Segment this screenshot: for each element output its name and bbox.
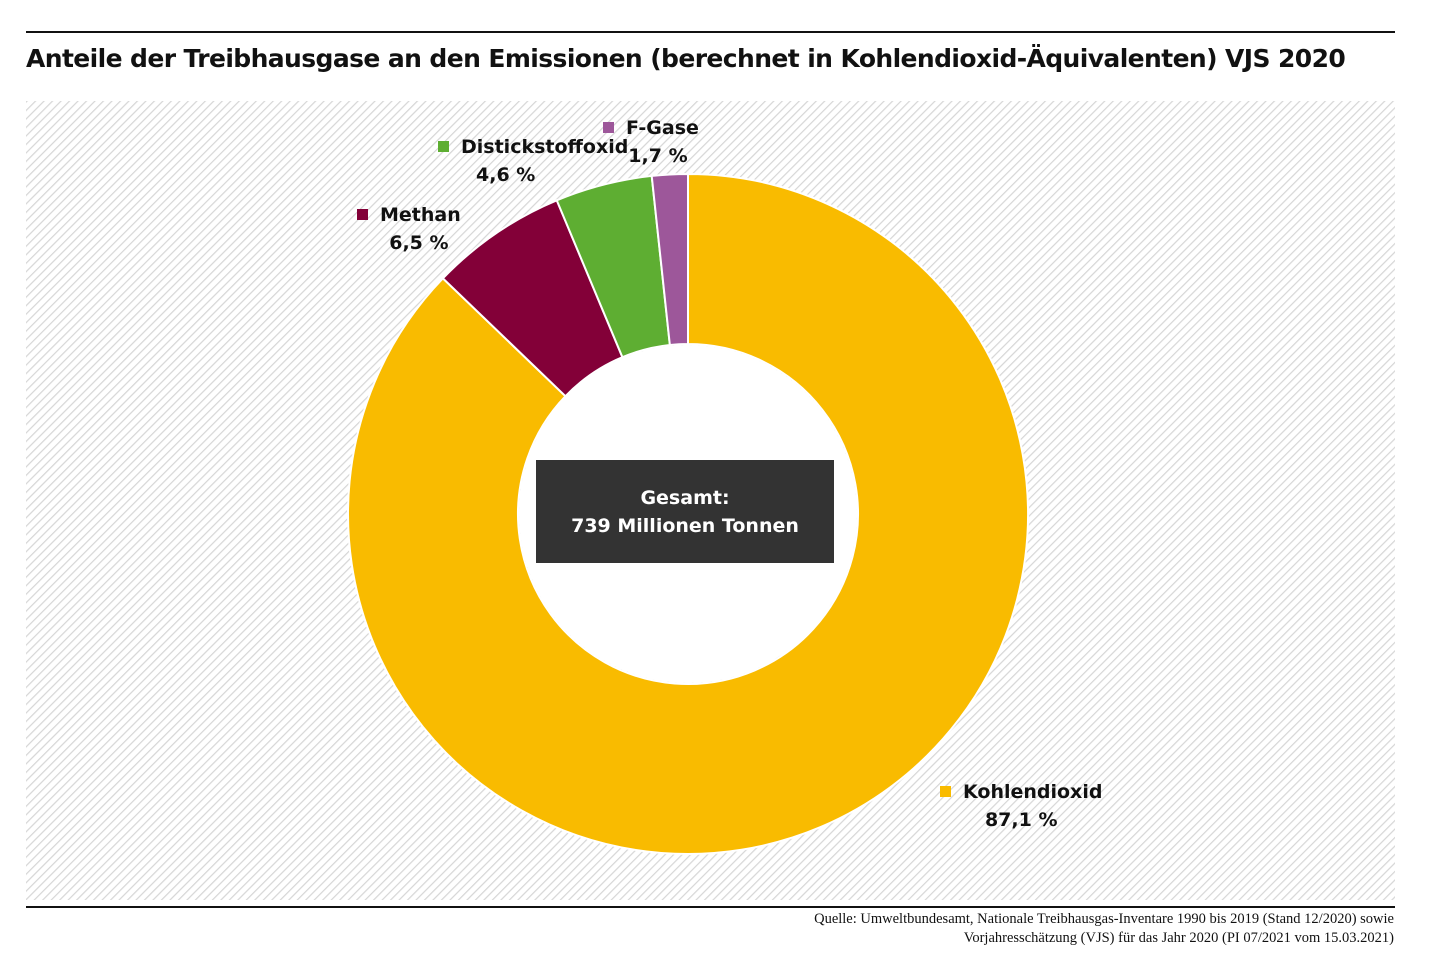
legend-swatch-methan	[357, 209, 368, 220]
bottom-rule	[26, 906, 1395, 908]
slice-name: F-Gase	[626, 117, 699, 139]
source-line: Quelle: Umweltbundesamt, Nationale Treib…	[814, 911, 1394, 927]
legend-swatch-distickstoffoxid	[438, 141, 449, 152]
slice-value: 87,1 %	[984, 809, 1058, 831]
legend-swatch-f-gase	[603, 122, 614, 133]
slice-value: 1,7 %	[628, 145, 688, 167]
slice-f-gase	[650, 172, 689, 347]
label-f-gase: F-Gase 1,7 %	[603, 114, 699, 170]
slice-value: 6,5 %	[389, 232, 449, 254]
source-line: Vorjahresschätzung (VJS) für das Jahr 20…	[963, 930, 1394, 946]
total-box: Gesamt: 739 Millionen Tonnen	[536, 460, 834, 563]
total-label: Gesamt:	[640, 486, 730, 509]
legend-swatch-kohlendioxid	[940, 786, 951, 797]
slice-name: Methan	[380, 204, 461, 226]
label-distickstoffoxid: Distickstoffoxid 4,6 %	[438, 133, 628, 189]
total-value: 739 Millionen Tonnen	[571, 514, 799, 537]
label-kohlendioxid: Kohlendioxid 87,1 %	[940, 778, 1102, 834]
slice-kohlendioxid	[347, 172, 1029, 855]
slice-name: Kohlendioxid	[963, 781, 1103, 803]
slice-name: Distickstoffoxid	[461, 136, 629, 158]
top-rule	[26, 31, 1395, 33]
slice-value: 4,6 %	[476, 164, 536, 186]
chart-title: Anteile der Treibhausgase an den Emissio…	[26, 44, 1346, 73]
label-methan: Methan 6,5 %	[357, 201, 461, 257]
source-note: Quelle: Umweltbundesamt, Nationale Treib…	[814, 910, 1394, 948]
